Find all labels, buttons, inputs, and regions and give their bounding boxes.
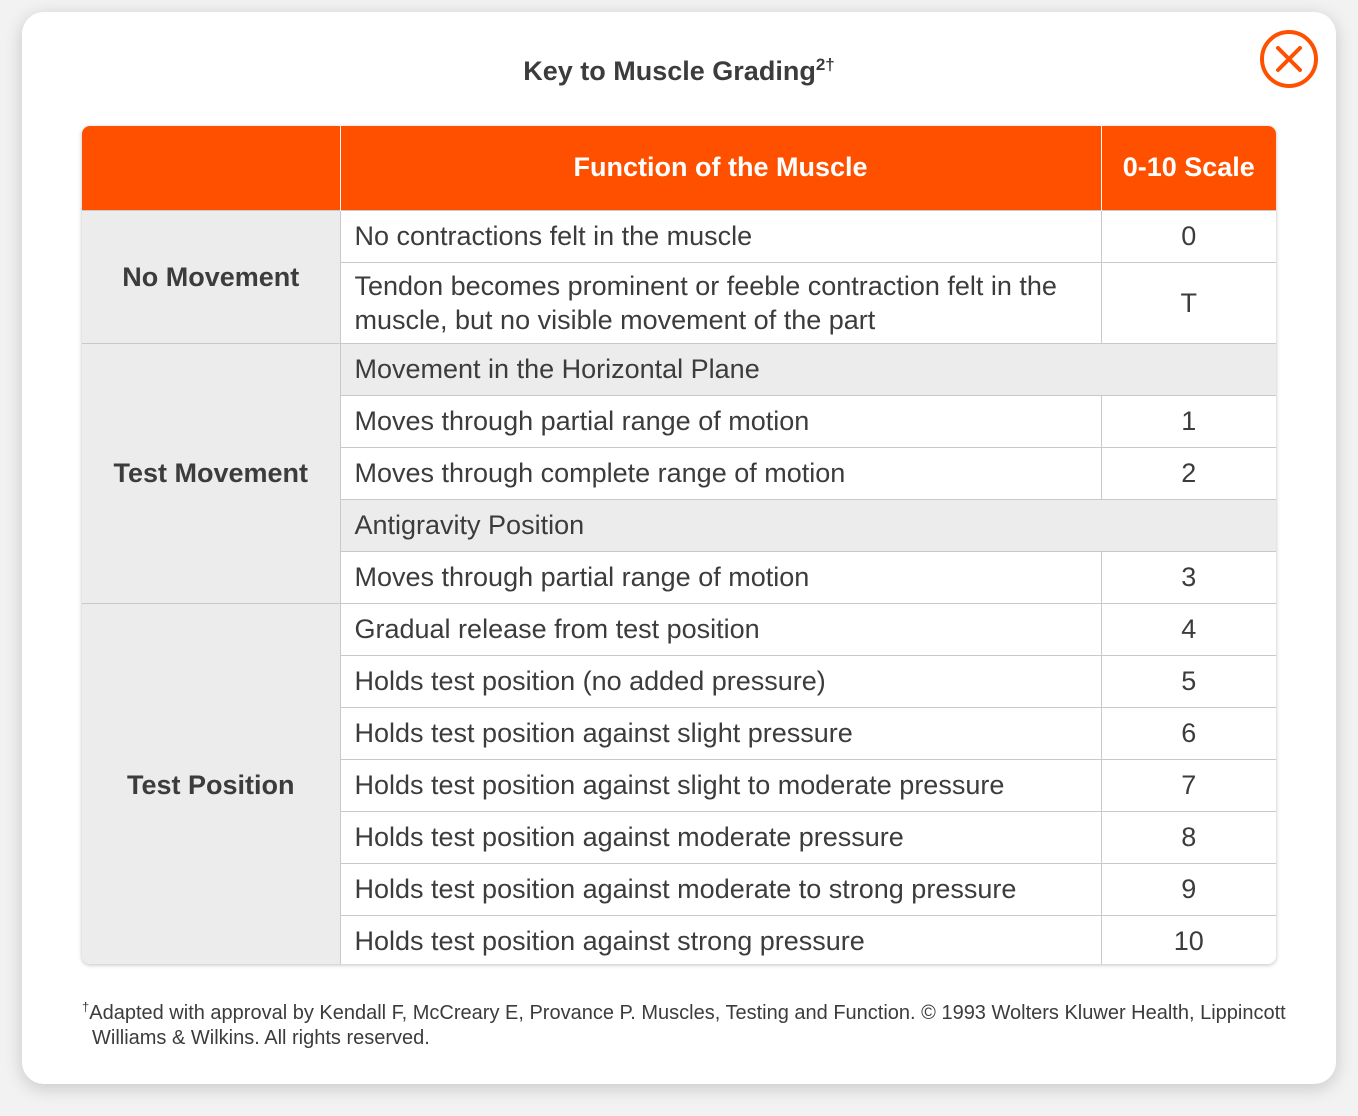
close-button[interactable] xyxy=(1259,29,1319,89)
table-subheader-row: Antigravity Position xyxy=(82,498,1276,552)
grading-table: Function of the Muscle 0-10 Scale No Mov… xyxy=(82,126,1276,964)
scale-cell: 3 xyxy=(1100,550,1276,604)
table-row: Tendon becomes prominent or feeble contr… xyxy=(82,261,1276,344)
close-circle-icon xyxy=(1260,30,1318,88)
scale-cell: 9 xyxy=(1100,862,1276,916)
table-row: Test Position Gradual release from test … xyxy=(82,602,1276,964)
table-subheader-row: Test Movement Movement in the Horizontal… xyxy=(82,342,1276,604)
function-cell: Holds test position against slight press… xyxy=(339,706,1102,760)
scale-cell: 1 xyxy=(1100,394,1276,448)
table-row: Holds test position (no added pressure) … xyxy=(82,654,1276,708)
footnote: †Adapted with approval by Kendall F, McC… xyxy=(82,999,1292,1051)
group-test-position: Test Position xyxy=(82,602,341,964)
subheader-cell: Antigravity Position xyxy=(339,498,1276,552)
function-cell: Holds test position against moderate pre… xyxy=(339,810,1102,864)
table-row: No Movement No contractions felt in the … xyxy=(82,209,1276,344)
table-row: Holds test position against moderate to … xyxy=(82,862,1276,916)
table-row: Moves through partial range of motion 1 xyxy=(82,394,1276,448)
table-row: Moves through partial range of motion 3 xyxy=(82,550,1276,604)
footnote-marker: † xyxy=(82,999,90,1015)
function-cell: No contractions felt in the muscle xyxy=(339,209,1102,263)
function-cell: Holds test position against strong press… xyxy=(339,914,1102,964)
table-row: Moves through complete range of motion 2 xyxy=(82,446,1276,500)
header-category xyxy=(82,126,341,210)
function-cell: Moves through partial range of motion xyxy=(339,550,1102,604)
footnote-text: Adapted with approval by Kendall F, McCr… xyxy=(89,1002,1286,1049)
dialog-title-text: Key to Muscle Grading xyxy=(523,56,816,86)
scale-cell: 4 xyxy=(1100,602,1276,656)
header-function: Function of the Muscle xyxy=(340,126,1102,210)
function-cell: Holds test position (no added pressure) xyxy=(339,654,1102,708)
scale-cell: 10 xyxy=(1100,914,1276,964)
dialog-title: Key to Muscle Grading2† xyxy=(22,56,1336,87)
group-test-movement: Test Movement xyxy=(82,342,341,604)
scale-cell: 6 xyxy=(1100,706,1276,760)
function-cell: Moves through partial range of motion xyxy=(339,394,1102,448)
scale-cell: 7 xyxy=(1100,758,1276,812)
table-header-row: Function of the Muscle 0-10 Scale xyxy=(82,126,1276,210)
header-scale: 0-10 Scale xyxy=(1101,126,1276,210)
dialog-title-superscript: 2† xyxy=(815,55,835,74)
function-cell: Gradual release from test position xyxy=(339,602,1102,656)
table-row: Holds test position against strong press… xyxy=(82,914,1276,964)
scale-cell: 8 xyxy=(1100,810,1276,864)
scale-cell: 2 xyxy=(1100,446,1276,500)
scale-cell: T xyxy=(1100,261,1276,344)
table-row: Holds test position against moderate pre… xyxy=(82,810,1276,864)
grading-table-container: Function of the Muscle 0-10 Scale No Mov… xyxy=(82,126,1276,964)
function-cell: Holds test position against moderate to … xyxy=(339,862,1102,916)
table-row: Holds test position against slight to mo… xyxy=(82,758,1276,812)
function-cell: Tendon becomes prominent or feeble contr… xyxy=(339,261,1102,344)
function-cell: Holds test position against slight to mo… xyxy=(339,758,1102,812)
subheader-cell: Movement in the Horizontal Plane xyxy=(339,342,1276,396)
table-row: Holds test position against slight press… xyxy=(82,706,1276,760)
group-no-movement: No Movement xyxy=(82,209,341,344)
scale-cell: 5 xyxy=(1100,654,1276,708)
muscle-grading-dialog: Key to Muscle Grading2† Function of the … xyxy=(22,12,1336,1084)
scale-cell: 0 xyxy=(1100,209,1276,263)
function-cell: Moves through complete range of motion xyxy=(339,446,1102,500)
